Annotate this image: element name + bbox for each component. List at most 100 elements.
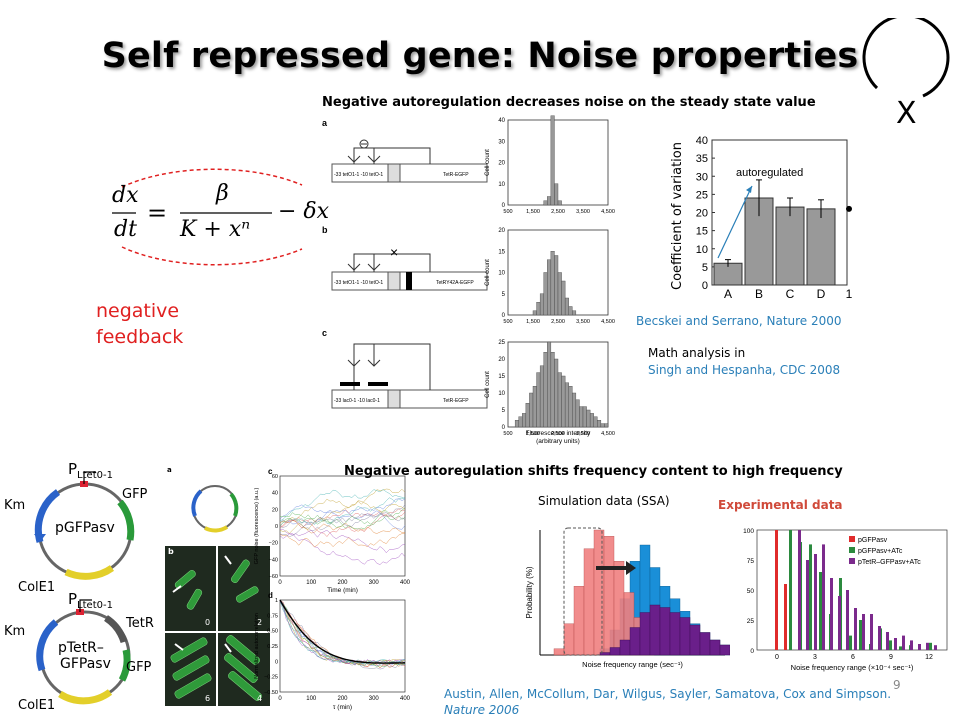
feedback-arc-icon	[112, 168, 303, 266]
exp-ytick: 25	[747, 618, 755, 625]
ts-c-ytick: −40	[269, 557, 278, 563]
cv-xtick: C	[786, 287, 795, 301]
cv-ytick: 30	[696, 171, 708, 183]
ts-c-ytick: 0	[275, 524, 278, 530]
becskei-citation[interactable]: Becskei and Serrano, Nature 2000	[636, 314, 842, 328]
histogram-bar	[554, 183, 559, 206]
sim-bar-purple	[659, 607, 671, 656]
exp-bar-purple	[934, 645, 937, 650]
histogram-bar	[529, 392, 534, 428]
histogram-bar	[550, 351, 555, 428]
plasmid2-name-line2: GFPasv	[60, 656, 111, 672]
hist-ytick: 10	[498, 182, 505, 188]
hist-xlabel: Fluorescence intensity	[526, 430, 591, 437]
ts-c-xlabel: Time (min)	[327, 587, 358, 594]
hist-xtick: 1,500	[526, 209, 540, 215]
cv-bar	[775, 206, 805, 286]
ts-c-xtick: 300	[369, 580, 380, 586]
sim-bar-red	[573, 586, 585, 656]
exp-bar-red	[775, 530, 778, 650]
hist-ytick: 10	[498, 391, 505, 397]
hist-xtick: 4,500	[601, 319, 615, 325]
sim-bar-purple	[679, 617, 691, 656]
cv-annotation-arrow	[717, 185, 753, 259]
histogram-bar	[572, 310, 577, 316]
hist-ytick: 0	[502, 203, 506, 209]
hist-ytick: 15	[498, 374, 505, 380]
micro-time-2: 2	[257, 618, 263, 627]
exp-bar-purple	[862, 614, 865, 650]
ts-autocorr-trace	[279, 602, 406, 665]
exp-bar-green	[789, 530, 792, 650]
exp-legend-swatch	[849, 558, 855, 564]
hist-xtick: 2,500	[551, 431, 565, 437]
histogram-bar	[572, 392, 577, 428]
histogram-bar	[532, 310, 537, 316]
exp-ytick: 50	[747, 588, 755, 595]
exp-bar-purple	[846, 590, 849, 650]
eq-tail: − δx	[278, 199, 330, 224]
mini-plasmid-panel: a	[165, 466, 270, 544]
singh-citation[interactable]: Singh and Hespanha, CDC 2008	[648, 363, 840, 377]
plasmid-ptetr-map	[36, 599, 131, 705]
histogram-bar	[568, 306, 573, 316]
sim-ylabel: Probability (%)	[525, 566, 534, 618]
cv-ytick: 25	[696, 189, 708, 201]
ts-noise-trace	[280, 512, 406, 530]
hist-ytick: 25	[498, 340, 505, 346]
ts-c-ytick: 20	[272, 507, 278, 513]
cv-xtick: D	[817, 287, 826, 301]
exp-bar-purple	[854, 608, 857, 650]
exp-bar-purple	[870, 614, 873, 650]
svg-text:b: b	[322, 225, 328, 235]
sim-bar-red	[553, 648, 565, 656]
ts-c-ytick: 60	[272, 474, 278, 480]
hist-ytick: 0	[502, 313, 506, 319]
sim-dashed-box	[563, 527, 603, 656]
exp-bar-purple	[878, 626, 881, 650]
ts-c-xtick: 100	[306, 580, 317, 586]
sim-bar-purple	[619, 639, 631, 656]
histogram-bar	[525, 403, 530, 428]
histogram-bar	[539, 365, 544, 428]
histogram-bar	[536, 372, 541, 428]
exp-xtick: 12	[925, 654, 933, 661]
hist-xtick: 1,500	[526, 319, 540, 325]
hist-xtick: 4,500	[601, 431, 615, 437]
sim-xlabel: Noise frequency range (sec⁻¹)	[582, 660, 683, 669]
hist-xtick: 3,500	[576, 319, 590, 325]
exp-bar-green	[929, 642, 932, 650]
exp-bar-purple	[830, 578, 833, 650]
svg-text:c: c	[322, 328, 327, 338]
micrograph-cells	[165, 546, 270, 706]
histogram-bar	[604, 423, 609, 428]
exp-bar-purple	[798, 530, 801, 650]
histogram-bar	[547, 196, 552, 206]
ts-d-xtick: 100	[306, 696, 317, 702]
self-loop-icon	[862, 18, 950, 98]
exp-bar-green	[859, 620, 862, 650]
ts-noise-trace	[279, 488, 406, 526]
austin-citation-line1[interactable]: Austin, Allen, McCollum, Dar, Wilgus, Sa…	[444, 687, 892, 701]
austin-citation-line2[interactable]: Nature 2006	[444, 703, 520, 717]
eq-numerator: β	[216, 181, 229, 206]
ts-autocorr-trace	[279, 599, 406, 667]
histogram-bar	[514, 420, 519, 428]
cv-annotation: autoregulated	[736, 167, 803, 179]
micro-time-0: 0	[205, 618, 211, 627]
ts-d-ytick: −0.50	[264, 690, 278, 696]
histogram-bar	[543, 200, 548, 206]
exp-bar-purple	[926, 642, 929, 650]
sim-bar-purple	[669, 612, 681, 656]
slide-title: Self repressed gene: Noise properties	[101, 36, 859, 76]
exp-bar-purple	[886, 632, 889, 650]
histogram-bar	[557, 272, 562, 316]
svg-text:×: ×	[390, 244, 398, 260]
equation-block: dx dt = β K + xⁿ − δx	[92, 165, 352, 270]
hist-ytick: 30	[498, 139, 505, 145]
plasmid1-gfp: GFP	[122, 487, 148, 502]
hist-xtick: 500	[503, 431, 512, 437]
plasmid2-km: Km	[4, 624, 26, 639]
plasmid1-name: pGFPasv	[55, 520, 115, 536]
